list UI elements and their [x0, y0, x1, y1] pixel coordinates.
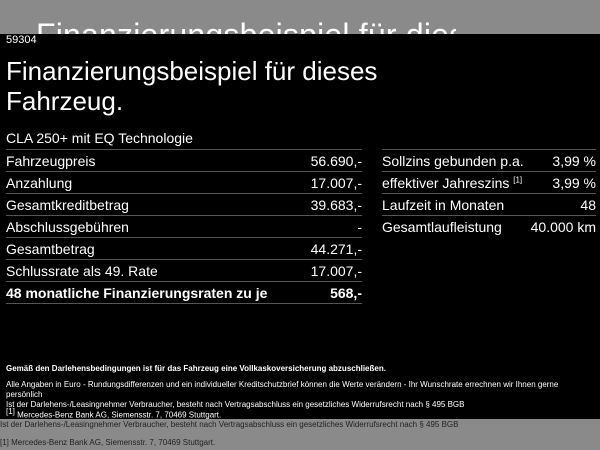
- row-label: Sollzins gebunden p.a.: [382, 149, 529, 172]
- table-row: Gesamtkreditbetrag 39.683,-: [6, 193, 362, 216]
- background-ghost-line-1: Ist der Darlehens-/Leasingnehmer Verbrau…: [0, 420, 459, 429]
- disclaimer-line-1: Alle Angaben in Euro - Rundungsdifferenz…: [6, 380, 559, 399]
- row-label: Gesamtkreditbetrag: [6, 193, 304, 216]
- monthly-rate-value: 568,-: [303, 281, 362, 304]
- row-value: 17.007,-: [303, 259, 362, 282]
- row-label: effektiver Jahreszins [1]: [382, 171, 529, 194]
- row-label: Fahrzeugpreis: [6, 149, 304, 172]
- financing-panel: 59304 Finanzierungsbeispiel für dieses F…: [0, 34, 600, 419]
- row-value: -: [303, 215, 362, 238]
- table-row: Schlussrate als 49. Rate 17.007,-: [6, 259, 362, 282]
- row-value: 40.000 km: [528, 215, 596, 237]
- table-row: Abschlussgebühren -: [6, 215, 362, 238]
- row-value: 3,99 %: [528, 149, 596, 172]
- row-value: 44.271,-: [303, 237, 362, 260]
- table-row: Laufzeit in Monaten 48: [382, 193, 596, 216]
- table-row: Gesamtlaufleistung 40.000 km: [382, 215, 596, 237]
- row-label: Gesamtlaufleistung: [382, 215, 529, 237]
- vehicle-model: CLA 250+ mit EQ Technologie: [6, 130, 193, 146]
- table-row: Gesamtbetrag 44.271,-: [6, 237, 362, 260]
- table-row: effektiver Jahreszins [1] 3,99 %: [382, 171, 596, 194]
- row-label: Gesamtbetrag: [6, 237, 304, 260]
- row-label: Laufzeit in Monaten: [382, 193, 529, 216]
- financing-table-left: Fahrzeugpreis 56.690,- Anzahlung 17.007,…: [6, 149, 362, 304]
- disclaimer-text: Alle Angaben in Euro - Rundungsdifferenz…: [6, 380, 596, 410]
- background-ghost-line-2: [1] Mercedes-Benz Bank AG, Siemensstr. 7…: [0, 438, 216, 447]
- vehicle-id: 59304: [6, 34, 37, 46]
- row-value: 56.690,-: [303, 149, 362, 172]
- insurance-notice: Gemäß den Darlehensbedingungen ist für d…: [6, 364, 386, 373]
- row-value: 48: [528, 193, 596, 216]
- page-title: Finanzierungsbeispiel für dieses Fahrzeu…: [6, 56, 378, 116]
- disclaimer-line-2: Ist der Darlehens-/Leasingnehmer Verbrau…: [6, 400, 465, 409]
- row-value: 3,99 %: [528, 171, 596, 194]
- financing-table-right: Sollzins gebunden p.a. 3,99 % effektiver…: [382, 149, 596, 237]
- table-row: Fahrzeugpreis 56.690,-: [6, 149, 362, 172]
- row-label: Schlussrate als 49. Rate: [6, 259, 304, 282]
- row-label-text: effektiver Jahreszins: [382, 174, 510, 191]
- table-row: Anzahlung 17.007,-: [6, 171, 362, 194]
- monthly-rate-row: 48 monatliche Finanzierungsraten zu je 5…: [6, 281, 362, 304]
- row-label: Abschlussgebühren: [6, 215, 304, 238]
- footnote-marker: [1]: [6, 407, 15, 416]
- row-value: 17.007,-: [303, 171, 362, 194]
- row-value: 39.683,-: [303, 193, 362, 216]
- row-label: Anzahlung: [6, 171, 304, 194]
- footnote-marker: [1]: [513, 174, 523, 184]
- footnote: [1] Mercedes-Benz Bank AG, Siemensstr. 7…: [6, 407, 221, 419]
- footnote-text: Mercedes-Benz Bank AG, Siemensstr. 7, 70…: [17, 410, 222, 419]
- row-label: 48 monatliche Finanzierungsraten zu je: [6, 281, 304, 304]
- table-row: Sollzins gebunden p.a. 3,99 %: [382, 149, 596, 172]
